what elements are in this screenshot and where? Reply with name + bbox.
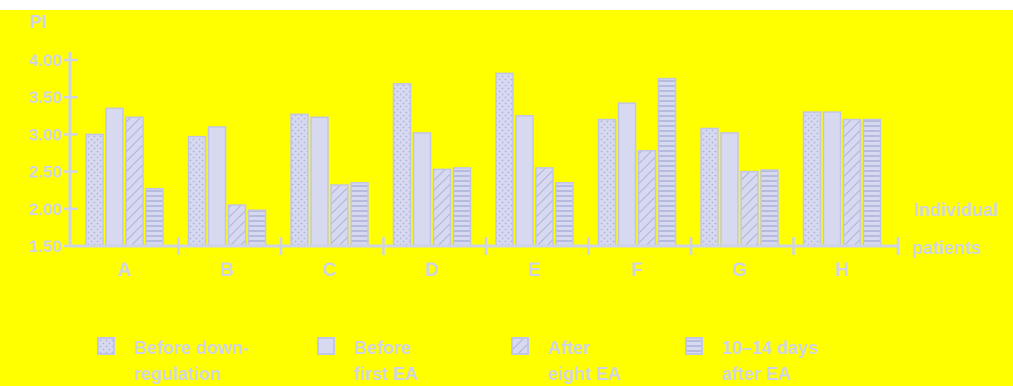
legend-swatch	[685, 337, 703, 355]
bar-b-series-1	[187, 135, 207, 247]
bar-e-series-2	[515, 115, 534, 247]
legend-label-line2: first EA	[354, 364, 418, 384]
y-tick-label: 2.00	[29, 200, 62, 219]
legend-label-line2: eight EA	[548, 364, 621, 384]
bar-h-series-3	[842, 118, 862, 247]
category-label: D	[425, 260, 439, 281]
legend-label-line1: After	[548, 338, 590, 358]
x-axis-title-line2: patients	[912, 238, 981, 258]
category-labels: A B C D E F G H	[118, 260, 849, 281]
category-label: F	[631, 260, 643, 281]
legend: Before down-regulation Before first EA Afte…	[97, 337, 818, 384]
category-label: E	[528, 260, 541, 281]
legend-label-line1: 10–14 days	[722, 338, 818, 358]
y-axis-title: PI	[29, 12, 46, 32]
bar-f-series-4	[657, 77, 677, 247]
y-tick-label: 1.50	[29, 237, 62, 256]
bar-a-series-4	[145, 187, 164, 247]
bar-a-series-2	[105, 107, 124, 247]
y-axis: 1.50 2.00 2.50 3.00 3.50 4.00	[29, 51, 78, 256]
bar-g-series-4	[760, 169, 779, 247]
bar-e-series-4	[555, 182, 574, 247]
bar-d-series-1	[392, 83, 412, 247]
y-tick-label: 3.00	[29, 125, 62, 144]
bar-g-series-3	[740, 170, 759, 247]
category-label: C	[323, 260, 337, 281]
bar-c-series-4	[350, 182, 369, 247]
bar-c-series-3	[330, 184, 349, 247]
bar-g-series-2	[720, 132, 739, 247]
legend-swatch	[511, 337, 529, 355]
legend-label-line2: after EA	[722, 364, 791, 384]
bar-d-series-3	[432, 168, 452, 247]
bar-g-series-1	[700, 127, 719, 247]
bar-e-series-3	[535, 167, 554, 247]
legend-swatch	[317, 337, 335, 355]
legend-label-line1: Before	[354, 338, 411, 358]
category-label: B	[220, 260, 234, 281]
bar-a-series-1	[85, 133, 104, 247]
bar-b-series-2	[207, 126, 227, 247]
y-tick-label: 2.50	[29, 163, 62, 182]
bar-f-series-2	[617, 102, 637, 247]
category-label: A	[118, 260, 132, 281]
bar-h-series-2	[822, 111, 842, 247]
bar-e-series-1	[495, 72, 514, 247]
bar-a-series-3	[125, 116, 144, 247]
bar-f-series-1	[597, 118, 617, 247]
legend-swatch	[97, 337, 115, 355]
y-tick-label: 4.00	[29, 51, 62, 70]
bar-d-series-2	[412, 132, 432, 247]
bar-h-series-4	[862, 118, 882, 247]
legend-label-line2: regulation	[134, 364, 221, 384]
x-axis-title-line1: Individual	[914, 200, 998, 220]
bar-b-series-3	[227, 204, 247, 247]
bar-c-series-1	[290, 113, 309, 247]
bar-b-series-4	[247, 209, 267, 247]
category-label: G	[732, 260, 747, 281]
bar-h-series-1	[802, 111, 822, 247]
category-label: H	[835, 260, 849, 281]
bar-c-series-2	[310, 116, 329, 247]
legend-label-line1: Before down-	[134, 338, 249, 358]
bar-d-series-4	[452, 167, 472, 247]
y-tick-label: 3.50	[29, 88, 62, 107]
bar-f-series-3	[637, 150, 657, 247]
x-axis	[70, 237, 900, 255]
